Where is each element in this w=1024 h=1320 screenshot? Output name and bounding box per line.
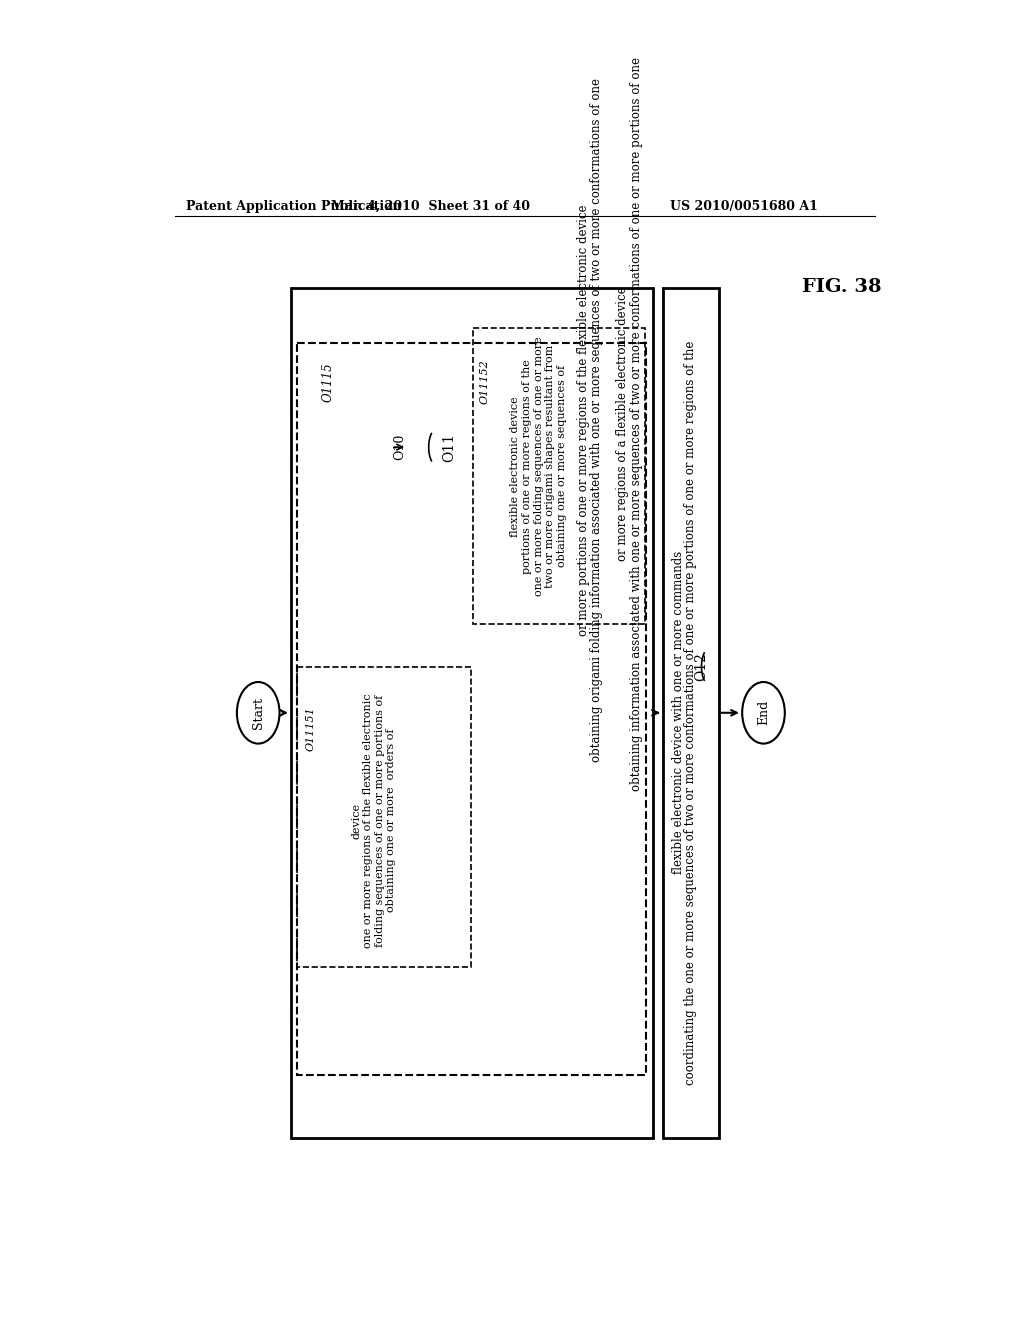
Bar — [473, 327, 645, 624]
Text: flexible electronic device: flexible electronic device — [511, 396, 520, 537]
Text: or more portions of one or more regions of the flexible electronic device: or more portions of one or more regions … — [578, 205, 590, 636]
Text: obtaining one or more  orders of: obtaining one or more orders of — [386, 729, 396, 912]
Text: device: device — [351, 803, 361, 838]
Text: US 2010/0051680 A1: US 2010/0051680 A1 — [670, 199, 818, 213]
Text: O11152: O11152 — [479, 359, 489, 404]
Text: O1115: O1115 — [322, 362, 335, 401]
Text: O10: O10 — [393, 434, 406, 461]
Text: End: End — [757, 700, 770, 726]
Text: Start: Start — [252, 697, 264, 729]
Text: flexible electronic device with one or more commands: flexible electronic device with one or m… — [672, 552, 685, 874]
Text: two or more origami shapes resultant from: two or more origami shapes resultant fro… — [546, 345, 555, 587]
Bar — [297, 343, 646, 1074]
Text: O11151: O11151 — [305, 706, 315, 751]
Bar — [297, 667, 471, 966]
Ellipse shape — [742, 682, 784, 743]
Bar — [663, 288, 719, 1138]
Text: FIG. 38: FIG. 38 — [802, 277, 882, 296]
Ellipse shape — [237, 682, 280, 743]
Text: Patent Application Publication: Patent Application Publication — [186, 199, 401, 213]
Text: O12: O12 — [694, 652, 709, 681]
Text: obtaining one or more sequences of: obtaining one or more sequences of — [557, 366, 567, 568]
Text: O11: O11 — [442, 433, 457, 462]
Text: Mar. 4, 2010  Sheet 31 of 40: Mar. 4, 2010 Sheet 31 of 40 — [331, 199, 529, 213]
Text: obtaining origami folding information associated with one or more sequences of t: obtaining origami folding information as… — [591, 78, 603, 762]
Text: portions of one or more regions of the: portions of one or more regions of the — [522, 359, 532, 574]
Text: coordinating the one or more sequences of two or more conformations of one or mo: coordinating the one or more sequences o… — [684, 341, 697, 1085]
Text: or more regions of a flexible electronic device: or more regions of a flexible electronic… — [616, 286, 629, 561]
Bar — [291, 288, 653, 1138]
Text: folding sequences of one or more portions of: folding sequences of one or more portion… — [375, 694, 385, 946]
Text: obtaining information associated with one or more sequences of two or more confo: obtaining information associated with on… — [630, 57, 643, 791]
Text: one or more folding sequences of one or more: one or more folding sequences of one or … — [534, 337, 544, 597]
Text: one or more regions of the flexible electronic: one or more regions of the flexible elec… — [364, 693, 374, 948]
